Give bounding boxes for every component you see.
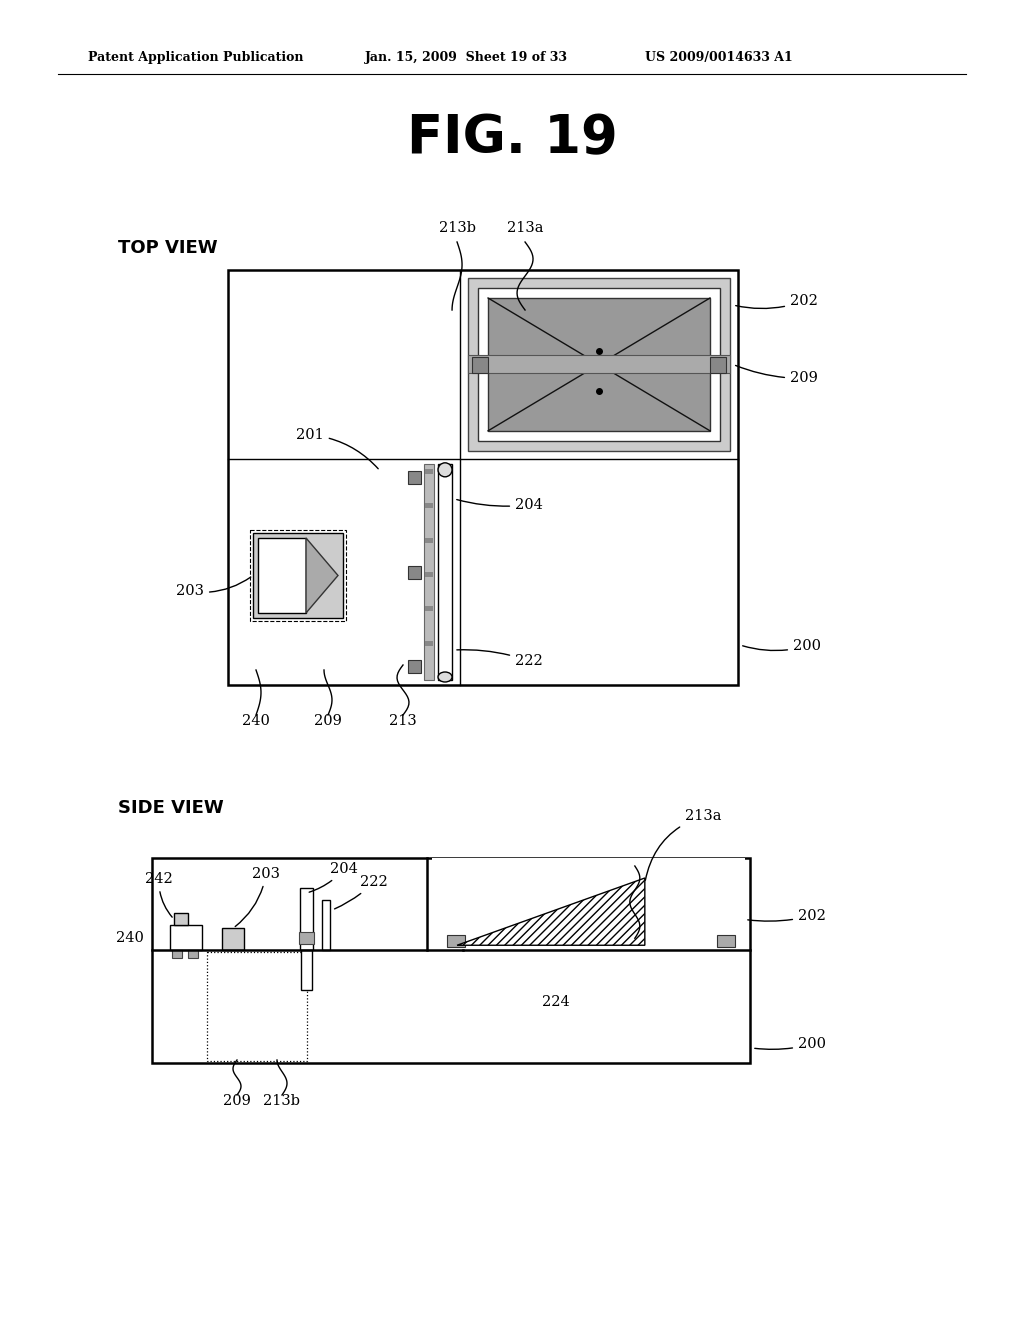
- Text: 202: 202: [735, 294, 818, 309]
- Bar: [408, 471, 421, 484]
- Ellipse shape: [438, 672, 452, 682]
- Text: 213b: 213b: [263, 1094, 300, 1107]
- Bar: [300, 888, 313, 950]
- Text: FIG. 19: FIG. 19: [407, 112, 617, 164]
- Text: TOP VIEW: TOP VIEW: [118, 239, 218, 257]
- Bar: [424, 463, 434, 680]
- Bar: [468, 279, 730, 451]
- Bar: [188, 950, 198, 958]
- Bar: [710, 358, 726, 374]
- Text: 201: 201: [296, 428, 378, 469]
- Bar: [152, 858, 750, 1063]
- Bar: [250, 531, 346, 620]
- Text: 200: 200: [742, 639, 821, 653]
- Polygon shape: [457, 878, 645, 945]
- Text: 203: 203: [236, 867, 280, 927]
- Text: 209: 209: [314, 714, 342, 729]
- Text: 213a: 213a: [645, 809, 721, 880]
- Polygon shape: [306, 539, 338, 612]
- Bar: [468, 355, 730, 374]
- Text: 242: 242: [145, 873, 173, 917]
- Bar: [408, 566, 421, 579]
- Bar: [425, 469, 433, 474]
- Text: 204: 204: [309, 862, 357, 892]
- Text: 240: 240: [242, 714, 270, 729]
- Text: 213: 213: [389, 714, 417, 729]
- Text: 203: 203: [176, 577, 251, 598]
- Text: 200: 200: [755, 1038, 826, 1051]
- Text: 213b: 213b: [438, 220, 475, 235]
- Bar: [438, 463, 452, 680]
- Bar: [172, 950, 182, 958]
- Text: 222: 222: [457, 649, 543, 668]
- Bar: [253, 533, 343, 618]
- Bar: [425, 606, 433, 611]
- Bar: [222, 928, 244, 950]
- Text: 204: 204: [457, 498, 543, 512]
- Bar: [478, 288, 720, 441]
- Bar: [488, 298, 710, 430]
- Text: US 2009/0014633 A1: US 2009/0014633 A1: [645, 51, 793, 65]
- Bar: [299, 932, 314, 944]
- Bar: [170, 925, 202, 950]
- Bar: [432, 858, 745, 950]
- Bar: [301, 950, 312, 990]
- Text: Jan. 15, 2009  Sheet 19 of 33: Jan. 15, 2009 Sheet 19 of 33: [365, 51, 568, 65]
- Text: Patent Application Publication: Patent Application Publication: [88, 51, 303, 65]
- Text: 222: 222: [335, 875, 388, 909]
- Bar: [425, 537, 433, 543]
- Text: 213a: 213a: [507, 220, 544, 235]
- Bar: [408, 660, 421, 673]
- Bar: [425, 572, 433, 577]
- Text: 202: 202: [748, 908, 826, 923]
- Bar: [322, 900, 330, 950]
- Ellipse shape: [438, 463, 452, 477]
- Bar: [425, 640, 433, 645]
- Bar: [447, 936, 465, 948]
- Text: SIDE VIEW: SIDE VIEW: [118, 799, 224, 817]
- Bar: [174, 913, 188, 925]
- Text: 240: 240: [116, 931, 144, 945]
- Text: 209: 209: [735, 366, 818, 385]
- Bar: [717, 936, 735, 948]
- Bar: [258, 539, 306, 612]
- Bar: [228, 271, 738, 685]
- Bar: [425, 503, 433, 508]
- Text: 224: 224: [542, 994, 569, 1008]
- Bar: [207, 952, 307, 1061]
- Text: 209: 209: [223, 1094, 251, 1107]
- Bar: [472, 358, 488, 374]
